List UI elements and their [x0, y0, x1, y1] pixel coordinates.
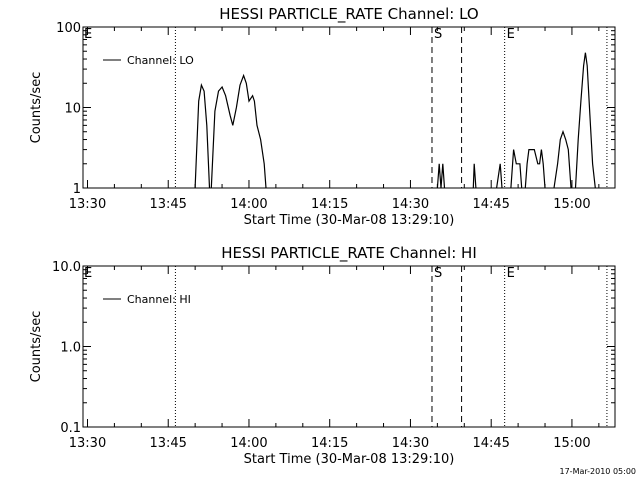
event-marker-label: S: [434, 27, 442, 42]
y-tick-label: 10.0: [52, 260, 81, 275]
series-line: [210, 73, 267, 188]
x-tick-label: 13:30: [69, 436, 106, 451]
x-tick-label: 14:00: [230, 436, 267, 451]
chart-title: HESSI PARTICLE_RATE Channel: LO: [219, 5, 478, 24]
legend-label: Channel: LO: [127, 54, 194, 67]
corner-label: E: [84, 266, 92, 281]
x-axis-label: Start Time (30-Mar-08 13:29:10): [244, 213, 455, 228]
series-line: [496, 163, 503, 188]
y-tick-label: 100: [56, 21, 81, 36]
series-line: [472, 163, 477, 188]
series-line: [524, 149, 546, 188]
chart-panel-1: HESSI PARTICLE_RATE Channel: LO 13:30 13:4…: [29, 5, 616, 228]
series-line: [553, 129, 572, 188]
event-marker-label: E: [507, 266, 515, 281]
x-axis-label: Start Time (30-Mar-08 13:29:10): [244, 452, 455, 467]
x-tick-label: 14:30: [392, 436, 429, 451]
legend-label: Channel: HI: [127, 293, 191, 306]
y-tick-label: 0.1: [60, 421, 81, 436]
plot-frame: [82, 265, 616, 428]
x-tick-label: 15:00: [553, 436, 590, 451]
y-axis-label: Counts/sec: [29, 311, 44, 383]
y-axis-label: Counts/sec: [29, 72, 44, 144]
series-line: [436, 163, 446, 188]
series-line: [194, 83, 211, 188]
chart-panel-2: HESSI PARTICLE_RATE Channel: HI 13:30 13:4…: [29, 244, 616, 467]
event-marker-label: E: [507, 27, 515, 42]
x-tick-label: 14:15: [311, 197, 348, 212]
y-tick-label: 1.0: [60, 341, 81, 356]
corner-label: E: [84, 27, 92, 42]
footer-timestamp: 17-Mar-2010 05:00: [560, 467, 637, 476]
event-marker-label: S: [434, 266, 442, 281]
x-tick-label: 14:45: [472, 436, 509, 451]
x-tick-label: 14:30: [392, 197, 429, 212]
x-tick-label: 14:45: [472, 197, 509, 212]
plot-frame: [82, 26, 616, 189]
x-tick-label: 14:15: [311, 436, 348, 451]
x-tick-label: 14:00: [230, 197, 267, 212]
x-tick-label: 15:00: [553, 197, 590, 212]
series-line: [510, 149, 523, 188]
x-tick-label: 13:45: [149, 197, 186, 212]
y-tick-label: 1: [73, 182, 81, 197]
series-line: [574, 52, 596, 188]
x-tick-label: 13:45: [149, 436, 186, 451]
y-tick-label: 10: [64, 102, 81, 117]
chart-title: HESSI PARTICLE_RATE Channel: HI: [221, 244, 477, 263]
x-tick-label: 13:30: [69, 197, 106, 212]
